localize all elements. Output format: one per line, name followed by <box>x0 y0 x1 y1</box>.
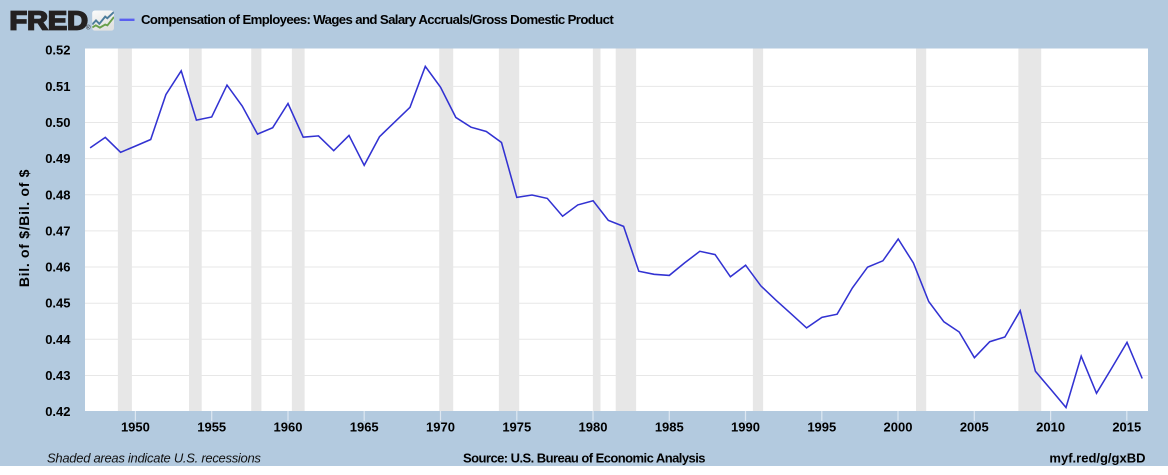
svg-text:1960: 1960 <box>274 420 303 435</box>
svg-text:Compensation of Employees: Wag: Compensation of Employees: Wages and Sal… <box>141 12 614 27</box>
svg-text:1965: 1965 <box>350 420 379 435</box>
svg-text:1975: 1975 <box>502 420 531 435</box>
svg-text:0.42: 0.42 <box>45 404 70 419</box>
svg-text:0.48: 0.48 <box>45 187 70 202</box>
svg-text:1990: 1990 <box>731 420 760 435</box>
svg-text:Source: U.S. Bureau of Economi: Source: U.S. Bureau of Economic Analysis <box>463 451 705 466</box>
svg-text:®: ® <box>86 24 91 32</box>
svg-text:1950: 1950 <box>121 420 150 435</box>
svg-text:0.50: 0.50 <box>45 115 70 130</box>
svg-text:0.52: 0.52 <box>45 43 70 58</box>
svg-text:0.46: 0.46 <box>45 260 70 275</box>
svg-text:1995: 1995 <box>807 420 836 435</box>
svg-text:0.49: 0.49 <box>45 151 70 166</box>
svg-text:1955: 1955 <box>197 420 226 435</box>
svg-text:0.47: 0.47 <box>45 223 70 238</box>
svg-text:2000: 2000 <box>884 420 913 435</box>
svg-text:Bil. of $/Bil. of $: Bil. of $/Bil. of $ <box>16 169 32 287</box>
svg-text:1970: 1970 <box>426 420 455 435</box>
svg-text:FRED: FRED <box>10 8 89 36</box>
svg-text:1980: 1980 <box>579 420 608 435</box>
svg-text:0.51: 0.51 <box>45 79 70 94</box>
svg-text:2005: 2005 <box>960 420 989 435</box>
svg-text:Shaded areas indicate U.S. rec: Shaded areas indicate U.S. recessions <box>47 451 261 466</box>
svg-text:2010: 2010 <box>1036 420 1065 435</box>
svg-text:1985: 1985 <box>655 420 684 435</box>
svg-text:2015: 2015 <box>1112 420 1141 435</box>
svg-text:0.44: 0.44 <box>45 332 71 347</box>
svg-text:0.45: 0.45 <box>45 296 70 311</box>
svg-text:myf.red/g/gxBD: myf.red/g/gxBD <box>1049 451 1145 466</box>
svg-text:0.43: 0.43 <box>45 368 70 383</box>
